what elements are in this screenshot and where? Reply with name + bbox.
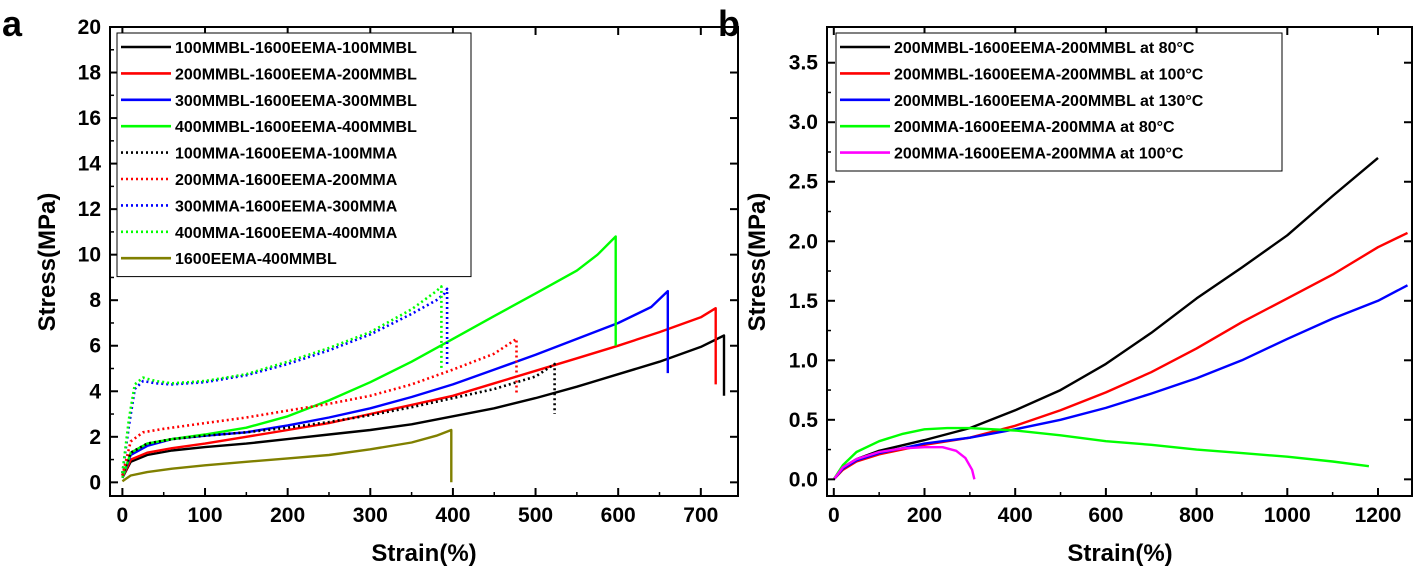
panel-b-y-tick-label: 3.0 [789, 111, 818, 134]
panel-a-x-tick-label: 400 [435, 504, 470, 527]
panel-a-y-tick-label: 16 [78, 107, 101, 130]
panel-a-y-tick-label: 2 [89, 426, 101, 449]
panel-b-x-tick-label: 400 [998, 504, 1033, 527]
panel-a-legend-label-3: 300MMBL-1600EEMA-300MMBL [175, 93, 417, 110]
panel-a-x-tick-label: 0 [117, 504, 129, 527]
panel-b-x-ticks: 0 200 400 600 800 1000 1200 [828, 27, 1401, 527]
panel-b-series-line-3 [832, 284, 1409, 481]
panel-b-x-tick-label: 600 [1088, 504, 1123, 527]
panel-a-legend-label-7: 300MMA-1600EEMA-300MMA [175, 198, 398, 215]
panel-b-legend-label-4: 200MMA-1600EEMA-200MMA at 80°C [894, 119, 1175, 136]
panel-a-y-tick-label: 14 [78, 153, 102, 176]
panel-b-series [832, 156, 1409, 481]
panel-a-y-tick-label: 20 [78, 16, 101, 39]
panel-a-legend: 100MMBL-1600EEMA-100MMBL 200MMBL-1600EEMA… [116, 32, 472, 278]
panel-b-y-tick-label: 1.0 [789, 349, 818, 372]
panel-b-legend: 200MMBL-1600EEMA-200MMBL at 80°C 200MMBL-… [835, 32, 1283, 172]
panel-b-x-tick-label: 800 [1179, 504, 1214, 527]
panel-b-x-tick-label: 1000 [1264, 504, 1311, 527]
panel-a-y-tick-label: 12 [78, 198, 101, 221]
panel-b-legend-box [835, 32, 1283, 172]
panel-a-series-line-2 [121, 307, 717, 479]
panel-a-legend-label-1: 100MMBL-1600EEMA-100MMBL [175, 40, 417, 57]
panel-a-legend-label-6: 200MMA-1600EEMA-200MMA [175, 172, 398, 189]
panel-b-legend-label-2: 200MMBL-1600EEMA-200MMBL at 100°C [894, 66, 1204, 83]
panel-a-x-tick-label: 300 [353, 504, 388, 527]
panel-a-y-tick-label: 4 [89, 380, 101, 403]
panel-a-legend-box [116, 32, 472, 278]
panel-a-legend-label-5: 100MMA-1600EEMA-100MMA [175, 146, 398, 163]
panel-a-y-tick-label: 18 [78, 62, 102, 85]
panel-a-letter: a [2, 3, 23, 44]
panel-a-series-line-5 [121, 362, 556, 476]
panel-a-y-ticks: 0 2 4 6 8 10 12 14 16 18 20 [78, 16, 738, 494]
panel-b-y-axis-title: Stress(MPa) [744, 193, 771, 332]
panel-a-legend-label-4: 400MMBL-1600EEMA-400MMBL [175, 119, 417, 136]
panel-a-y-tick-label: 0 [89, 471, 101, 494]
panel-a-x-tick-label: 100 [188, 504, 223, 527]
panel-b-y-tick-label: 0.0 [789, 468, 818, 491]
panel-b-y-tick-label: 1.5 [789, 290, 819, 313]
panel-a: a 0 100 200 300 400 500 600 700 0 2 4 6 8 10 12 14 16 18… [2, 3, 739, 567]
panel-b-y-tick-label: 0.5 [789, 409, 819, 432]
panel-a-plot-frame [109, 26, 739, 497]
panel-b-legend-label-5: 200MMA-1600EEMA-200MMA at 100°C [894, 146, 1184, 163]
panel-b-y-tick-label: 2.5 [789, 171, 819, 194]
panel-a-legend-label-8: 400MMA-1600EEMA-400MMA [175, 225, 398, 242]
panel-b-series-line-5 [832, 446, 976, 481]
panel-b-letter: b [718, 3, 740, 44]
panel-a-y-tick-label: 10 [78, 244, 101, 267]
panel-a-y-axis-title: Stress(MPa) [34, 193, 61, 332]
panel-a-x-ticks: 0 100 200 300 400 500 600 700 [117, 27, 718, 527]
panel-b-x-tick-label: 0 [828, 504, 840, 527]
panel-a-y-tick-label: 8 [89, 289, 101, 312]
panel-b-series-line-4 [832, 426, 1370, 480]
panel-b-x-tick-label: 1200 [1355, 504, 1402, 527]
panel-a-series-line-4 [121, 235, 617, 479]
panel-b-y-tick-label: 2.0 [789, 230, 818, 253]
panel-a-x-tick-label: 600 [601, 504, 636, 527]
panel-a-x-tick-label: 700 [683, 504, 718, 527]
panel-a-legend-label-2: 200MMBL-1600EEMA-200MMBL [175, 66, 417, 83]
panel-a-y-tick-label: 6 [89, 335, 101, 358]
panel-b-y-tick-label: 3.5 [789, 52, 819, 75]
panel-b: b 0 200 400 600 800 1000 1200 0.0 0.5 1.0 1.5 2.0 2… [718, 3, 1413, 567]
panel-b-x-tick-label: 200 [907, 504, 942, 527]
panel-b-plot-frame [826, 26, 1413, 497]
panel-a-x-tick-label: 200 [270, 504, 305, 527]
panel-a-series [121, 235, 726, 483]
panel-a-x-tick-label: 500 [518, 504, 553, 527]
panel-b-x-axis-title: Strain(%) [1067, 540, 1172, 567]
panel-a-legend-label-9: 1600EEMA-400MMBL [175, 251, 337, 268]
panel-b-legend-label-3: 200MMBL-1600EEMA-200MMBL at 130°C [894, 93, 1204, 110]
panel-a-series-line-9 [121, 428, 453, 483]
panel-a-series-line-1 [121, 334, 726, 479]
panel-b-legend-label-1: 200MMBL-1600EEMA-200MMBL at 80°C [894, 40, 1195, 57]
panel-b-y-ticks: 0.0 0.5 1.0 1.5 2.0 2.5 3.0 3.5 [789, 52, 1412, 491]
panel-a-x-axis-title: Strain(%) [371, 540, 476, 567]
